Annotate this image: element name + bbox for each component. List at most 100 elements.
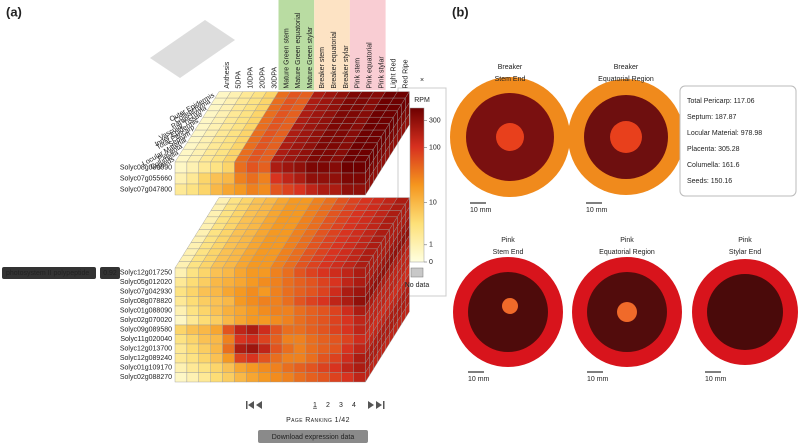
heatmap-cell bbox=[234, 161, 247, 174]
heatmap-cell bbox=[270, 267, 283, 278]
heatmap-cell bbox=[281, 324, 295, 335]
heatmap-cell bbox=[210, 161, 223, 174]
heatmap-cell bbox=[258, 161, 271, 174]
info-box bbox=[679, 85, 797, 197]
heatmap-cell bbox=[317, 296, 330, 307]
stage-label: Pink stem bbox=[355, 58, 362, 89]
heatmap-cell bbox=[329, 267, 342, 278]
heatmap-cell bbox=[270, 334, 283, 345]
gene-label: Solyc02g070020 bbox=[120, 317, 172, 324]
heatmap-cell bbox=[174, 183, 188, 196]
heatmap-cell bbox=[210, 296, 223, 307]
heatmap-cell bbox=[246, 172, 259, 185]
info-line: Placenta: 305.28 bbox=[687, 146, 740, 153]
heatmap-cell bbox=[234, 286, 247, 297]
heatmap-cell bbox=[198, 161, 211, 174]
heatmap-cell bbox=[293, 267, 307, 278]
heatmap-cell bbox=[293, 296, 307, 307]
heatmap-cell bbox=[258, 315, 271, 326]
heatmap-cell bbox=[270, 372, 283, 383]
heatmap-cell bbox=[198, 315, 211, 326]
heatmap-cell bbox=[246, 343, 259, 354]
heatmap-cell bbox=[186, 305, 199, 316]
scale-label: 10 mm bbox=[468, 376, 490, 383]
heatmap-cell bbox=[186, 324, 199, 335]
heatmap-cell bbox=[329, 161, 342, 174]
heatmap-cell bbox=[329, 172, 342, 185]
heatmap-cell bbox=[305, 183, 318, 196]
heatmap-cell bbox=[246, 362, 259, 373]
pagination-icons[interactable] bbox=[246, 401, 385, 409]
heatmap-cell bbox=[341, 183, 354, 196]
heatmap-cell bbox=[341, 305, 354, 316]
stage-label: Light Red bbox=[390, 59, 397, 89]
heatmap-cell bbox=[186, 296, 199, 307]
heatmap-cell bbox=[281, 372, 295, 383]
heatmap-cell bbox=[234, 334, 247, 345]
legend-title: RPM bbox=[414, 97, 430, 104]
heatmap-cell bbox=[317, 305, 330, 316]
download-label[interactable]: Download expression data bbox=[272, 434, 355, 441]
heatmap-cell bbox=[281, 183, 295, 196]
gene-label: Solyc01g088090 bbox=[120, 308, 172, 315]
heatmap-cell bbox=[258, 372, 271, 383]
heatmap-cell bbox=[234, 362, 247, 373]
heatmap-cell bbox=[305, 277, 318, 288]
heatmap-cell bbox=[234, 267, 247, 278]
heatmap-cell bbox=[174, 286, 188, 297]
heatmap-cell bbox=[293, 353, 307, 364]
heatmap-cell bbox=[222, 172, 235, 185]
heatmap-cell bbox=[293, 277, 307, 288]
stage-label: Pink stylar bbox=[378, 56, 385, 89]
heatmap-cell bbox=[317, 267, 330, 278]
page-link[interactable]: 3 bbox=[339, 402, 343, 409]
stage-group-band bbox=[278, 0, 315, 90]
heatmap-cell bbox=[305, 324, 318, 335]
heatmap-cell bbox=[210, 334, 223, 345]
fruit-title: Stem End bbox=[495, 76, 526, 83]
heatmap-cell bbox=[341, 343, 354, 354]
heatmap-cell bbox=[198, 353, 211, 364]
heatmap-cell bbox=[305, 267, 318, 278]
heatmap-cell bbox=[341, 161, 354, 174]
heatmap-cell bbox=[281, 277, 295, 288]
page-link[interactable]: 4 bbox=[352, 402, 356, 409]
heatmap-cell bbox=[341, 324, 354, 335]
heatmap-cell bbox=[186, 286, 199, 297]
heatmap-cell bbox=[210, 315, 223, 326]
heatmap-cell bbox=[174, 353, 188, 364]
heatmap-cell bbox=[293, 183, 307, 196]
legend-close[interactable]: × bbox=[420, 77, 424, 84]
heatmap-cell bbox=[341, 372, 354, 383]
gene-label: Solyc02g088270 bbox=[120, 374, 172, 381]
page-ranking: Page Ranking 1/42 bbox=[286, 417, 350, 424]
heatmap-cell bbox=[174, 296, 188, 307]
page-link[interactable]: 2 bbox=[326, 402, 330, 409]
heatmap-cell bbox=[317, 172, 330, 185]
heatmap-cell bbox=[293, 172, 307, 185]
heatmap-cell bbox=[198, 372, 211, 383]
heatmap-cell bbox=[281, 353, 295, 364]
fruit-title: Pink bbox=[620, 237, 634, 244]
heatmap-cell bbox=[174, 172, 188, 185]
heatmap-cell bbox=[353, 305, 366, 316]
heatmap-cell bbox=[258, 172, 271, 185]
heatmap-cell bbox=[198, 277, 211, 288]
download-button[interactable] bbox=[258, 430, 368, 443]
heatmap-cell bbox=[317, 286, 330, 297]
heatmap-cell bbox=[281, 267, 295, 278]
heatmap-cell bbox=[341, 334, 354, 345]
heatmap-cell bbox=[222, 286, 235, 297]
heatmap-cell bbox=[329, 343, 342, 354]
legend-tick-label: 1 bbox=[429, 242, 433, 249]
heatmap-cell bbox=[317, 353, 330, 364]
fruit-title: Equatorial Region bbox=[599, 249, 655, 256]
heatmap-cell bbox=[246, 305, 259, 316]
stage-label: Breaker stem bbox=[319, 47, 326, 89]
page-link[interactable]: 1 bbox=[313, 402, 317, 409]
gene-label[interactable]: Solyc08g080090 bbox=[120, 164, 172, 171]
heatmap-cell bbox=[234, 372, 247, 383]
heatmap-cell bbox=[186, 161, 199, 174]
heatmap-cell bbox=[246, 267, 259, 278]
side-face-cell bbox=[405, 112, 410, 132]
